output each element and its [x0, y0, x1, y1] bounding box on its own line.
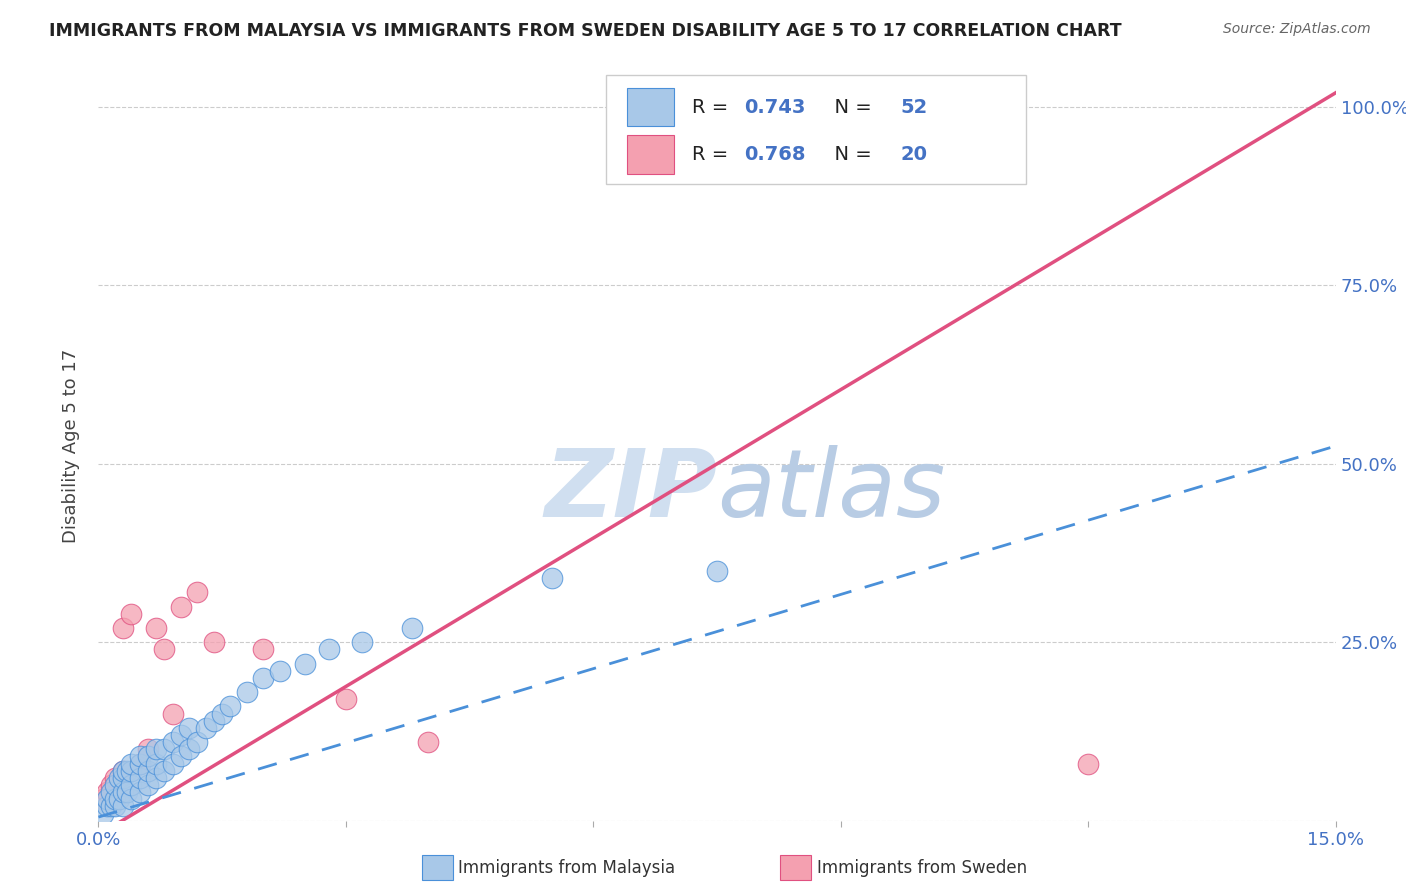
Text: N =: N =	[823, 98, 879, 117]
Point	[112, 799, 135, 814]
Point	[162, 735, 184, 749]
FancyBboxPatch shape	[606, 75, 1026, 184]
Bar	[627, 88, 673, 127]
Point	[170, 728, 193, 742]
Point	[145, 621, 167, 635]
Point	[162, 706, 184, 721]
Point	[128, 756, 150, 771]
Point	[170, 599, 193, 614]
Point	[145, 756, 167, 771]
Point	[117, 764, 139, 778]
Text: 0.743: 0.743	[744, 98, 806, 117]
Point	[91, 806, 114, 821]
Text: 52: 52	[900, 98, 928, 117]
Text: ZIP: ZIP	[544, 445, 717, 537]
Point	[401, 621, 423, 635]
Point	[128, 749, 150, 764]
Point	[100, 799, 122, 814]
Point	[153, 742, 176, 756]
Point	[104, 771, 127, 785]
Point	[104, 778, 127, 792]
Point	[352, 635, 374, 649]
Point	[128, 771, 150, 785]
Point	[335, 692, 357, 706]
Point	[170, 749, 193, 764]
Point	[136, 742, 159, 756]
Point	[112, 621, 135, 635]
Point	[219, 699, 242, 714]
Point	[153, 642, 176, 657]
Point	[112, 785, 135, 799]
Point	[706, 564, 728, 578]
Point	[136, 749, 159, 764]
Bar	[627, 136, 673, 174]
Point	[1077, 756, 1099, 771]
Point	[112, 771, 135, 785]
Text: R =: R =	[692, 145, 735, 164]
Text: 20: 20	[900, 145, 927, 164]
Point	[294, 657, 316, 671]
Text: R =: R =	[692, 98, 735, 117]
Point	[186, 585, 208, 599]
Point	[211, 706, 233, 721]
Point	[108, 792, 131, 806]
Point	[153, 764, 176, 778]
Text: IMMIGRANTS FROM MALAYSIA VS IMMIGRANTS FROM SWEDEN DISABILITY AGE 5 TO 17 CORREL: IMMIGRANTS FROM MALAYSIA VS IMMIGRANTS F…	[49, 22, 1122, 40]
Point	[269, 664, 291, 678]
Point	[162, 756, 184, 771]
Text: Source: ZipAtlas.com: Source: ZipAtlas.com	[1223, 22, 1371, 37]
Point	[120, 764, 142, 778]
Y-axis label: Disability Age 5 to 17: Disability Age 5 to 17	[62, 349, 80, 543]
Point	[108, 771, 131, 785]
Text: N =: N =	[823, 145, 879, 164]
Point	[186, 735, 208, 749]
Point	[128, 785, 150, 799]
Text: atlas: atlas	[717, 445, 945, 536]
Point	[117, 785, 139, 799]
Text: Immigrants from Sweden: Immigrants from Sweden	[817, 859, 1026, 877]
Point	[194, 721, 217, 735]
Point	[104, 799, 127, 814]
Point	[96, 792, 118, 806]
Point	[145, 771, 167, 785]
Point	[541, 571, 564, 585]
Text: 0.768: 0.768	[744, 145, 806, 164]
Point	[100, 785, 122, 799]
Point	[202, 635, 225, 649]
Point	[870, 100, 893, 114]
Point	[100, 778, 122, 792]
Point	[96, 785, 118, 799]
Point	[120, 792, 142, 806]
Point	[136, 778, 159, 792]
Point	[112, 764, 135, 778]
Point	[145, 742, 167, 756]
Point	[120, 607, 142, 621]
Point	[104, 792, 127, 806]
Point	[179, 721, 201, 735]
Point	[128, 756, 150, 771]
Point	[202, 714, 225, 728]
Point	[112, 764, 135, 778]
Point	[96, 799, 118, 814]
Point	[120, 778, 142, 792]
Point	[252, 642, 274, 657]
Point	[418, 735, 440, 749]
Point	[318, 642, 340, 657]
Point	[120, 756, 142, 771]
Point	[136, 764, 159, 778]
Text: Immigrants from Malaysia: Immigrants from Malaysia	[458, 859, 675, 877]
Point	[252, 671, 274, 685]
Point	[236, 685, 259, 699]
Point	[179, 742, 201, 756]
Point	[91, 792, 114, 806]
